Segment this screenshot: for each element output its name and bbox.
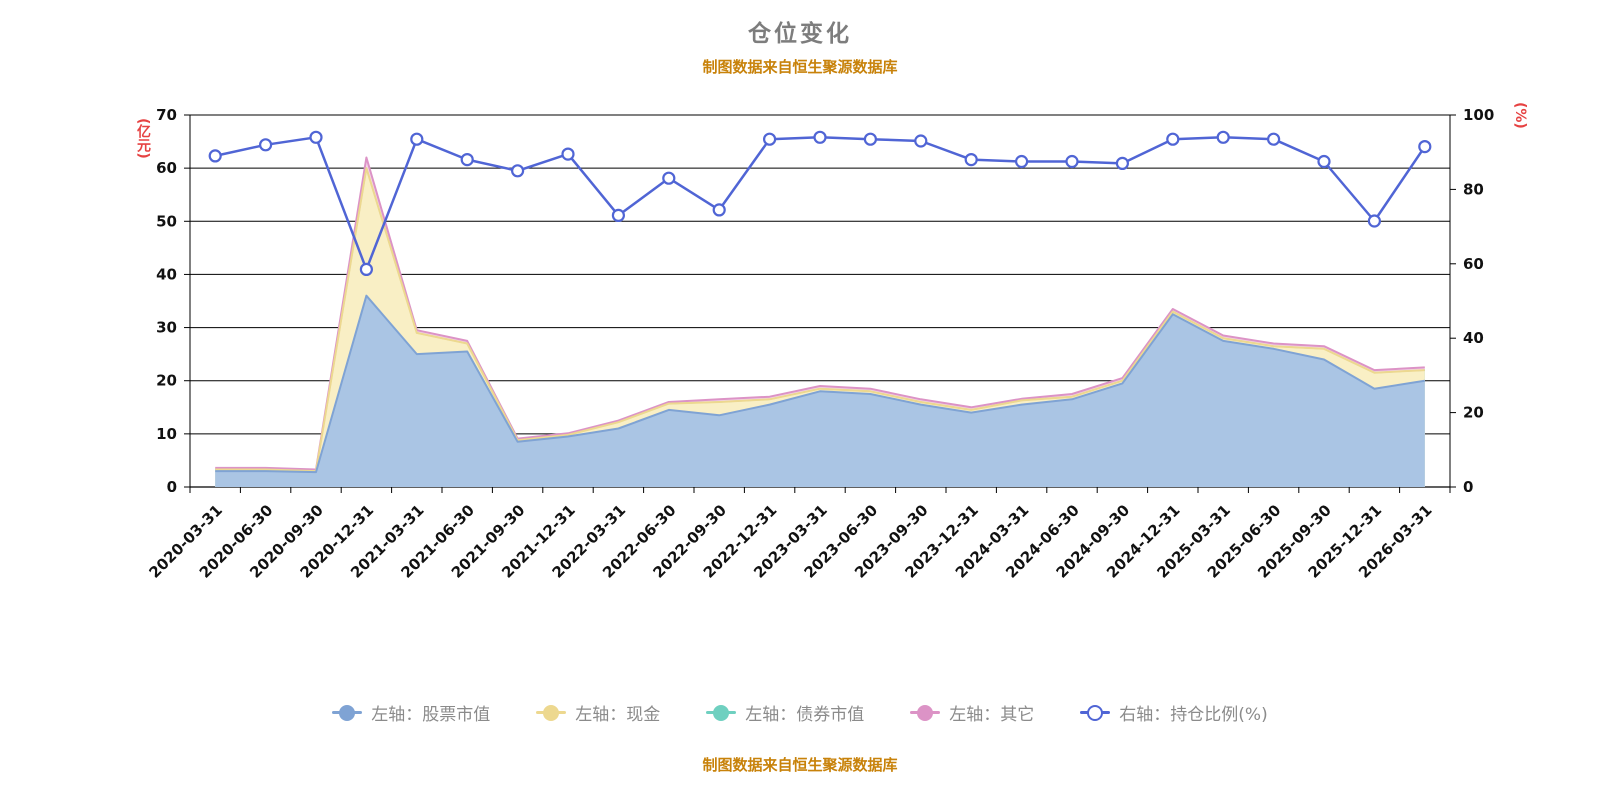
other-series-marker-icon	[910, 704, 941, 721]
right-axis-unit-label: (%)	[1512, 102, 1528, 129]
chart-legend: 左轴：股票市值 左轴：现金 左轴：债券市值 左轴：其它	[0, 700, 1600, 725]
legend-label: 左轴：其它	[949, 705, 1035, 725]
legend-dot-icon	[1087, 704, 1104, 721]
svg-text:30: 30	[156, 319, 177, 337]
page-title: 仓位变化	[748, 21, 852, 47]
legend-item-other[interactable]: 左轴：其它	[910, 700, 1034, 725]
svg-text:50: 50	[156, 212, 177, 230]
legend-dot-icon	[917, 704, 934, 721]
svg-text:70: 70	[156, 106, 177, 124]
ratio-series-marker-icon	[1080, 704, 1111, 721]
svg-text:20: 20	[1463, 404, 1484, 422]
legend-dot-icon	[543, 704, 560, 721]
legend-label: 左轴：股票市值	[371, 705, 491, 725]
svg-text:10: 10	[156, 425, 177, 443]
legend-dot-icon	[713, 704, 730, 721]
cash-series-marker-icon	[536, 704, 567, 721]
legend-item-cash[interactable]: 左轴：现金	[536, 700, 660, 725]
stock-series-marker-icon	[332, 704, 363, 721]
bond-series-marker-icon	[706, 704, 737, 721]
legend-label: 右轴：持仓比例(%)	[1119, 705, 1268, 725]
legend-item-stock-value[interactable]: 左轴：股票市值	[332, 700, 490, 725]
legend-item-position-ratio[interactable]: 右轴：持仓比例(%)	[1080, 700, 1268, 725]
legend-label: 左轴：现金	[575, 705, 661, 725]
svg-text:40: 40	[1463, 329, 1484, 347]
left-axis-unit-label: (亿元)	[135, 118, 151, 159]
svg-text:20: 20	[156, 372, 177, 390]
svg-text:100: 100	[1463, 106, 1494, 124]
svg-text:60: 60	[1463, 255, 1484, 273]
legend-dot-icon	[339, 704, 356, 721]
data-source-note-bottom: 制图数据来自恒生聚源数据库	[702, 756, 898, 774]
data-source-note-top: 制图数据来自恒生聚源数据库	[702, 58, 898, 76]
svg-text:40: 40	[156, 265, 177, 283]
legend-label: 左轴：债券市值	[745, 705, 865, 725]
svg-text:0: 0	[1463, 478, 1473, 496]
svg-text:0: 0	[167, 478, 177, 496]
svg-text:60: 60	[156, 159, 177, 177]
svg-text:80: 80	[1463, 180, 1484, 198]
legend-item-bond-value[interactable]: 左轴：债券市值	[706, 700, 864, 725]
